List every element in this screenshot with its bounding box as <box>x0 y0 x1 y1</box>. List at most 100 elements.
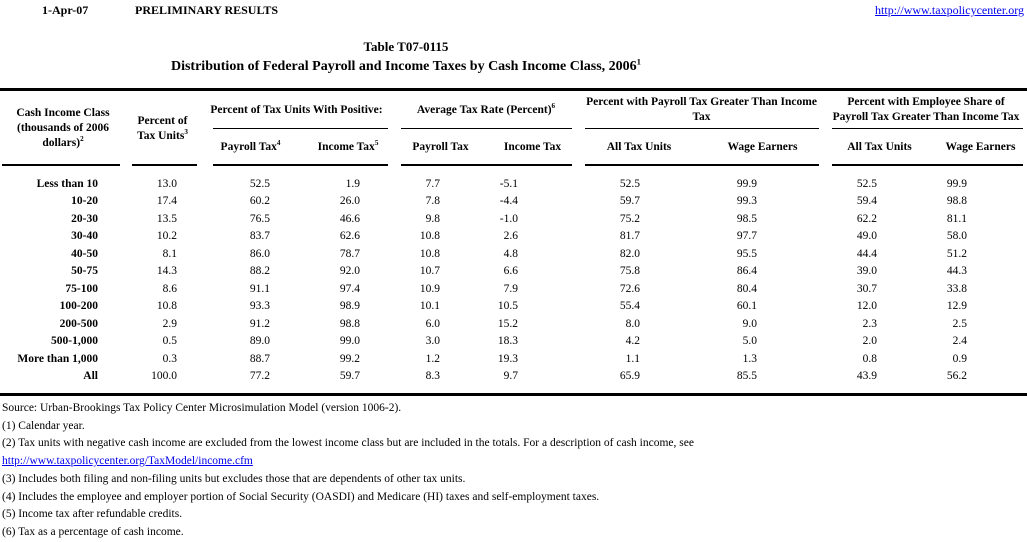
footnote-1: (1) Calendar year. <box>2 419 85 432</box>
table-row: 500-1,000 0.5 89.0 99.0 3.0 18.3 4.2 5.0 2.0 2.4 <box>0 333 1027 351</box>
subheader-label: Payroll Tax <box>412 141 469 153</box>
cell-value: 1.9 <box>345 177 360 190</box>
cell-value: 4.8 <box>503 247 518 260</box>
group-header-payroll-greater-than-income: Percent with Payroll Tax Greater Than In… <box>578 91 825 129</box>
subheader-label: Income Tax <box>503 141 562 153</box>
cell-value: 92.0 <box>339 265 360 278</box>
cell-value: 10.9 <box>419 282 440 295</box>
subheader-payroll-gt-wage-earners: Wage Earners <box>700 129 825 166</box>
table-row: 40-50 8.1 86.0 78.7 10.8 4.8 82.0 95.5 44.4 51.2 <box>0 245 1027 263</box>
table-row: 10-20 17.4 60.2 26.0 7.8 -4.4 59.7 99.3 59.4 98.8 <box>0 193 1027 211</box>
subheader-label: Wage Earners <box>727 141 798 153</box>
top-bar: 1-Apr-07 PRELIMINARY RESULTS http://www.… <box>0 0 1027 18</box>
subheader-payroll-gt-all-tax-units: All Tax Units <box>578 129 700 166</box>
cell-value: 59.7 <box>339 370 360 383</box>
row-label-income-class: 30-40 <box>71 230 98 243</box>
cell-value: 33.8 <box>946 282 968 295</box>
table-row: All 100.0 77.2 59.7 8.3 9.7 65.9 85.5 43.9 56.2 <box>0 368 1027 386</box>
cell-value: 58.0 <box>946 230 968 243</box>
row-label-income-class: All <box>83 370 98 383</box>
cell-value: 76.5 <box>249 212 270 225</box>
cell-value: 2.5 <box>952 317 968 330</box>
row-label-income-class: 40-50 <box>71 247 98 260</box>
row-label-income-class: More than 1,000 <box>17 352 98 365</box>
preliminary-results-label: PRELIMINARY RESULTS <box>135 3 279 17</box>
cell-value: 26.0 <box>339 195 360 208</box>
cell-value: 9.8 <box>425 212 440 225</box>
title-block: Table T07-0115 Distribution of Federal P… <box>0 39 812 75</box>
cell-value: 46.6 <box>339 212 360 225</box>
row-label-income-class: Less than 10 <box>36 177 98 190</box>
group-header-average-tax-rate: Average Tax Rate (Percent)6 <box>394 91 578 129</box>
subheader-employee-share-all-tax-units: All Tax Units <box>825 129 934 166</box>
cell-value: 86.4 <box>736 265 757 278</box>
source-note: Source: Urban-Brookings Tax Policy Cente… <box>2 402 402 414</box>
cell-value: 39.0 <box>856 265 877 278</box>
group-label: Average Tax Rate (Percent) <box>416 103 552 116</box>
cell-value: 4.2 <box>625 335 640 348</box>
cell-value: 43.9 <box>856 370 877 383</box>
group-header-positive-tax: Percent of Tax Units With Positive: <box>199 91 394 129</box>
cell-value: 89.0 <box>249 335 270 348</box>
payroll-income-tax-table: Cash Income Class (thousands of 2006 dol… <box>0 91 1027 385</box>
cell-value: 2.3 <box>862 317 877 330</box>
cash-income-class-label: Cash Income Class (thousands of 2006 dol… <box>16 107 110 149</box>
footnote-4: (4) Includes the employee and employer p… <box>2 490 600 503</box>
row-label-income-class: 20-30 <box>71 212 98 225</box>
cell-value: 88.2 <box>249 265 270 278</box>
cell-value: 30.7 <box>856 282 877 295</box>
subheader-label: Income Tax <box>317 141 375 153</box>
cell-value: 10.7 <box>419 265 440 278</box>
cell-value: 77.2 <box>249 370 270 383</box>
cell-value: 7.7 <box>425 177 440 190</box>
cell-value: 52.5 <box>249 177 270 190</box>
cell-value: 82.0 <box>619 247 640 260</box>
cell-value: 8.6 <box>162 282 177 295</box>
cell-value: 10.5 <box>497 300 518 313</box>
cell-value: 83.7 <box>249 230 270 243</box>
report-date: 1-Apr-07 <box>42 3 89 17</box>
cell-value: 10.8 <box>156 300 177 313</box>
table-top-rule <box>0 88 1027 91</box>
cell-value: 62.6 <box>339 230 360 243</box>
table-bottom-rule <box>0 393 1027 396</box>
cell-value: 44.3 <box>946 265 968 278</box>
subheader-avg-rate-income-tax: Income Tax <box>487 129 578 166</box>
income-definition-link[interactable]: http://www.taxpolicycenter.org/TaxModel/… <box>2 455 253 468</box>
subheader-label: Wage Earners <box>945 141 1016 153</box>
subheader-label: All Tax Units <box>606 141 672 153</box>
subheader-employee-share-wage-earners: Wage Earners <box>934 129 1027 166</box>
cell-value: 98.9 <box>339 300 360 313</box>
footnote-2: (2) Tax units with negative cash income … <box>2 437 694 450</box>
cell-value: 6.0 <box>425 317 440 330</box>
column-header-cash-income-class: Cash Income Class (thousands of 2006 dol… <box>0 91 126 166</box>
group-header-row: Cash Income Class (thousands of 2006 dol… <box>0 91 1027 166</box>
cell-value: 99.0 <box>339 335 360 348</box>
row-label-income-class: 100-200 <box>59 300 98 313</box>
cell-value: 10.8 <box>419 230 440 243</box>
cell-value: 1.1 <box>625 352 640 365</box>
cell-value: 13.5 <box>156 212 177 225</box>
cell-value: 95.5 <box>736 247 757 260</box>
subheader-avg-rate-payroll-tax: Payroll Tax <box>394 129 487 166</box>
taxpolicycenter-link[interactable]: http://www.taxpolicycenter.org <box>875 3 1024 17</box>
table-title-text: Distribution of Federal Payroll and Inco… <box>170 59 637 74</box>
cell-value: -1.0 <box>499 212 518 225</box>
cell-value: 98.8 <box>339 317 360 330</box>
cell-value: 52.5 <box>856 177 877 190</box>
cell-value: 86.0 <box>249 247 270 260</box>
cell-value: 10.8 <box>419 247 440 260</box>
cell-value: 91.1 <box>249 282 270 295</box>
row-label-income-class: 200-500 <box>59 317 98 330</box>
table-row: 75-100 8.6 91.1 97.4 10.9 7.9 72.6 80.4 30.7 33.8 <box>0 280 1027 298</box>
row-label-income-class: 75-100 <box>65 282 98 295</box>
footnote-5: (5) Income tax after refundable credits. <box>2 508 183 521</box>
footnotes-block: Source: Urban-Brookings Tax Policy Cente… <box>0 400 1027 542</box>
table-body: Less than 10 13.0 52.5 1.9 7.7 -5.1 52.5 99.9 52… <box>0 166 1027 385</box>
column-header-percent-of-tax-units: Percent of Tax Units3 <box>126 91 199 166</box>
cell-value: 2.4 <box>952 335 968 348</box>
cell-value: 99.3 <box>736 195 757 208</box>
cell-value: 5.0 <box>742 335 757 348</box>
cell-value: 56.2 <box>946 370 968 383</box>
spacer-row <box>0 166 1027 175</box>
